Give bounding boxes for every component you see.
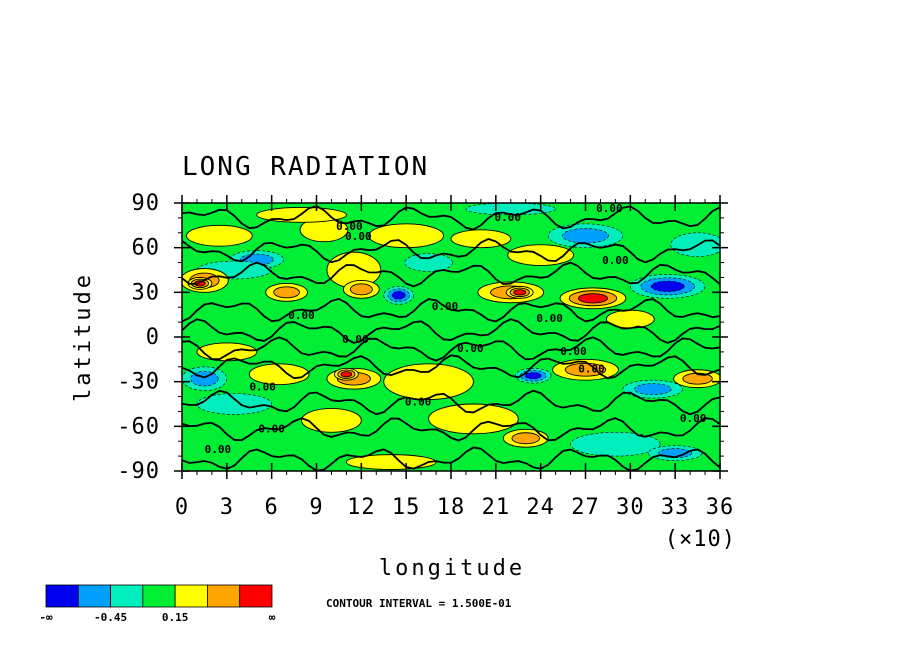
colorbar-swatch (77, 584, 111, 608)
y-tick-label: 90 (132, 191, 161, 216)
colorbar-swatch (174, 584, 208, 608)
contour-fill-region (301, 408, 362, 433)
contour-fill-region (368, 223, 444, 249)
contour-fill-region (634, 383, 672, 395)
y-tick-label: -60 (117, 414, 160, 439)
contour-fill-region (562, 228, 609, 244)
contour-fill-region (524, 372, 542, 380)
contour-label: 0.00 (560, 345, 587, 358)
contour-fill-region (513, 289, 527, 296)
contour-line (182, 354, 720, 380)
contour-label: 0.00 (536, 312, 563, 325)
contour-fill-region (196, 342, 258, 362)
contour-fill-region (349, 283, 373, 296)
x-tick-label: 30 (616, 495, 645, 520)
x-tick-label: 12 (347, 495, 376, 520)
contour-line (182, 417, 720, 442)
x-tick-label: 36 (706, 495, 735, 520)
x-tick-label: 27 (571, 495, 600, 520)
y-tick-label: 60 (132, 236, 161, 261)
y-tick-label: 0 (146, 325, 160, 350)
contour-label: 0.00 (336, 220, 363, 233)
contour-fill-region (650, 280, 685, 292)
y-tick-label: -30 (117, 370, 160, 395)
contour-line (182, 238, 720, 264)
contour-line (182, 336, 720, 362)
x-tick-label: 0 (175, 495, 189, 520)
contour-interval-text: CONTOUR INTERVAL = 1.500E-01 (326, 597, 512, 610)
colorbar: -∞ -0.45 0.15 ∞ (39, 584, 276, 624)
colorbar-label: 0.15 (162, 611, 189, 624)
colorbar-swatch (110, 584, 144, 608)
contour-label: 0.00 (432, 300, 459, 313)
colorbar-label: -0.45 (94, 611, 127, 624)
contour-label: 0.00 (602, 254, 629, 267)
colorbar-label: ∞ (269, 611, 276, 624)
x-axis-label: longitude (379, 556, 525, 581)
contour-fill-region (186, 224, 253, 247)
contour-fill-region (404, 253, 453, 272)
contour-label: 0.00 (680, 412, 707, 425)
contour-label: 0.00 (342, 333, 369, 346)
y-tick-label: 30 (132, 280, 161, 305)
contour-label: 0.00 (205, 443, 232, 456)
colorbar-swatch (142, 584, 176, 608)
chart-title: LONG RADIATION (182, 152, 429, 182)
contour-label: 0.00 (249, 381, 276, 394)
contour-line (182, 297, 720, 323)
colorbar-swatch (207, 584, 241, 608)
colorbar-swatch (239, 584, 273, 608)
contour-line (182, 318, 720, 344)
contour-label: 0.00 (457, 342, 484, 355)
colorbar-swatch (45, 584, 79, 608)
plot-area: 0.000.000.000.000.000.000.000.00 0.000.00… (182, 202, 720, 471)
contour-label: 0.00 (345, 230, 372, 243)
contour-fill-region (196, 393, 272, 415)
contour-fill-region (428, 403, 519, 435)
y-tick-label: -90 (117, 459, 160, 484)
contour-label: 0.00 (258, 422, 285, 435)
contour-fill-region (383, 363, 474, 400)
contour-label: 0.00 (596, 202, 623, 215)
contour-fill-region (345, 454, 437, 470)
x-tick-label: 21 (482, 495, 511, 520)
contour-label: 0.00 (288, 309, 315, 322)
contour-fill-region (511, 432, 540, 445)
contour-fill-region (340, 371, 353, 378)
y-axis-label: latitude (71, 272, 96, 402)
contour-line (182, 389, 720, 416)
x-axis: 0 3 6 9 12 15 18 21 24 27 30 33 36 (175, 195, 735, 520)
x-tick-label: 33 (661, 495, 690, 520)
y-axis: 90 60 30 0 -30 -60 -90 (117, 191, 728, 484)
x-scale-note: (×10) (665, 527, 736, 552)
contour-fill-region (564, 362, 607, 377)
contour-fill-region (450, 229, 512, 249)
contour-label: 0.00 (578, 363, 605, 376)
x-tick-label: 6 (265, 495, 279, 520)
x-tick-label: 18 (437, 495, 466, 520)
colorbar-label: -∞ (39, 611, 53, 624)
x-tick-label: 9 (309, 495, 323, 520)
x-tick-label: 15 (392, 495, 421, 520)
contour-fill-region (273, 286, 300, 299)
contour-labels: 0.000.000.000.000.000.000.000.00 0.000.00… (205, 202, 707, 456)
contour-fill-region (570, 431, 661, 457)
contour-line (182, 261, 720, 288)
x-tick-label: 3 (220, 495, 234, 520)
contour-label: 0.00 (495, 211, 522, 224)
contour-fill-region (577, 293, 609, 304)
contour-label: 0.00 (405, 395, 432, 408)
contour-fill-region (391, 291, 406, 300)
contour-fill-region (248, 363, 310, 386)
x-tick-label: 24 (526, 495, 555, 520)
